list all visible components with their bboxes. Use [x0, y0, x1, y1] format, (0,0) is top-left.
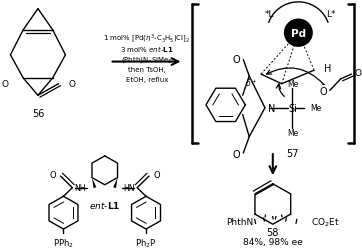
Text: Me: Me	[287, 128, 298, 138]
Text: EtOH, reflux: EtOH, reflux	[126, 76, 168, 82]
Text: (Phth)N–SiMe$_3$: (Phth)N–SiMe$_3$	[121, 54, 173, 64]
Text: O: O	[68, 80, 75, 89]
Text: then TsOH,: then TsOH,	[128, 67, 166, 73]
Circle shape	[285, 20, 312, 47]
Text: H: H	[324, 64, 331, 74]
Polygon shape	[92, 178, 96, 188]
Text: O: O	[154, 170, 160, 179]
Text: NH: NH	[75, 184, 86, 192]
Text: $\bar{\rm O}$: $\bar{\rm O}$	[319, 84, 328, 98]
Text: O: O	[1, 80, 8, 89]
Text: O: O	[233, 54, 240, 64]
Text: 56: 56	[32, 108, 44, 118]
Text: $\it{ent}$-$\mathbf{L1}$: $\it{ent}$-$\mathbf{L1}$	[89, 199, 121, 210]
Text: 58: 58	[267, 227, 279, 237]
Text: 84%, 98% ee: 84%, 98% ee	[243, 237, 303, 246]
Text: O: O	[354, 68, 361, 77]
Text: Si: Si	[288, 103, 297, 113]
Text: L*: L*	[326, 10, 336, 19]
Text: PPh$_2$: PPh$_2$	[53, 237, 74, 249]
Text: $\delta^+$: $\delta^+$	[245, 77, 257, 88]
Text: O: O	[49, 170, 56, 179]
Text: N: N	[268, 103, 275, 113]
Text: 57: 57	[286, 148, 299, 158]
Text: PhthN: PhthN	[226, 217, 253, 226]
Text: HN: HN	[123, 184, 135, 192]
Text: *L: *L	[265, 10, 275, 19]
Text: Pd: Pd	[291, 28, 306, 38]
Text: Me: Me	[310, 104, 321, 113]
Text: 1 mol% [Pd($\eta^3$-C$_3$H$_5$)Cl]$_2$: 1 mol% [Pd($\eta^3$-C$_3$H$_5$)Cl]$_2$	[104, 32, 191, 45]
Polygon shape	[113, 178, 118, 188]
Text: Me: Me	[287, 79, 298, 88]
Text: O: O	[233, 149, 240, 159]
Text: Ph$_2$P: Ph$_2$P	[135, 237, 157, 249]
Text: CO$_2$Et: CO$_2$Et	[311, 215, 340, 228]
Text: 3 mol% $\it{ent}$-$\mathbf{L1}$: 3 mol% $\it{ent}$-$\mathbf{L1}$	[120, 44, 174, 54]
